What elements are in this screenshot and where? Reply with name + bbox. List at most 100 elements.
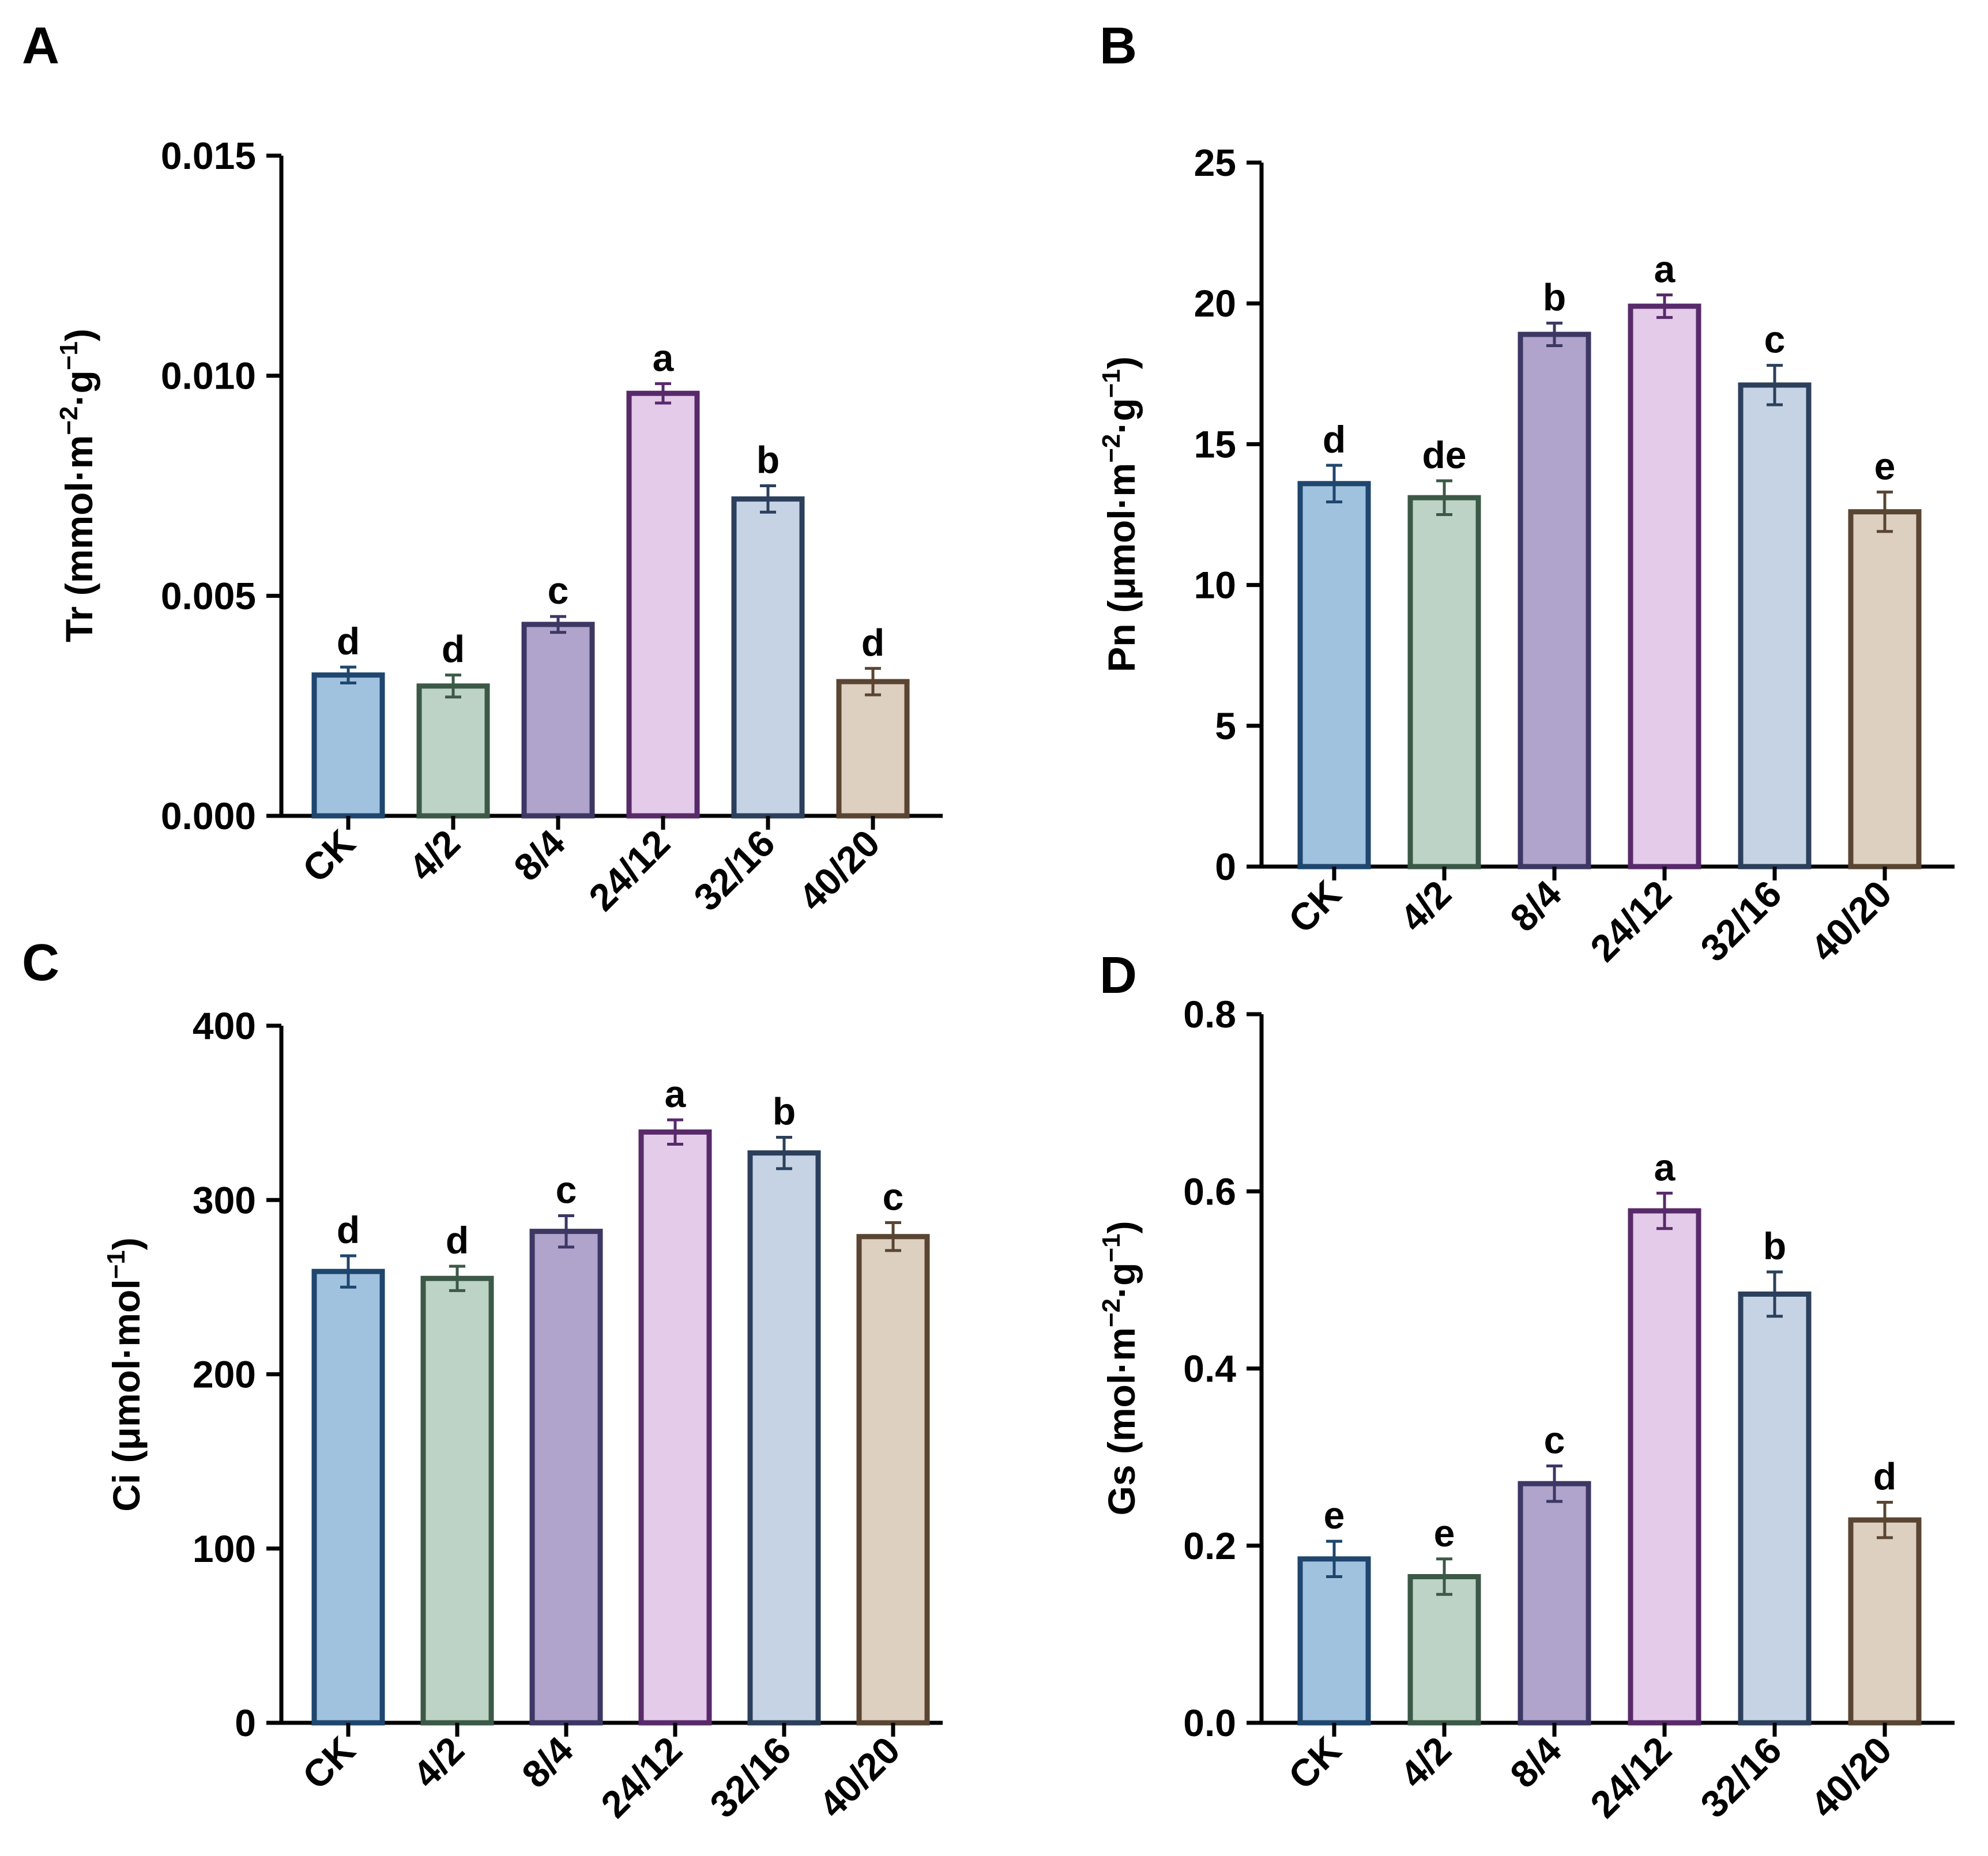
y-tick-label: 300 xyxy=(193,1179,256,1221)
y-tick-label: 0.8 xyxy=(1183,993,1236,1036)
panel-letter: C xyxy=(22,934,59,992)
bar xyxy=(731,496,805,819)
significance-letter: d xyxy=(1873,1455,1896,1497)
category-label: 40/20 xyxy=(790,822,888,919)
category-label: 24/12 xyxy=(593,1729,690,1826)
category-label: 32/16 xyxy=(702,1729,799,1826)
bar xyxy=(1297,1556,1371,1726)
category-label: 32/16 xyxy=(1692,872,1790,970)
category-label: CK xyxy=(294,1728,363,1797)
significance-letter: c xyxy=(883,1176,904,1218)
y-axis-title-text: ) xyxy=(58,329,100,341)
bar xyxy=(416,683,490,819)
y-axis-title: Gs (mol·m−2·g−1) xyxy=(1097,1221,1143,1516)
y-axis-title-text: Pn (μmol·m xyxy=(1100,463,1143,672)
y-axis-title-text: ·g xyxy=(58,370,100,406)
significance-letter: e xyxy=(1434,1512,1455,1554)
category-label: 4/2 xyxy=(405,1729,472,1796)
y-tick-label: 0 xyxy=(235,1701,256,1744)
panel-letter: A xyxy=(22,17,59,75)
bar xyxy=(1297,481,1371,869)
bar xyxy=(747,1150,821,1726)
category-label: 24/12 xyxy=(581,822,678,919)
significance-letter: a xyxy=(1654,248,1676,291)
bar xyxy=(1848,509,1922,869)
bar xyxy=(529,1229,603,1726)
y-tick-label: 200 xyxy=(193,1353,256,1396)
y-tick-label: 0.0 xyxy=(1183,1701,1236,1744)
category-label: 40/20 xyxy=(1802,872,1900,970)
panel-a: A Tr (mmol·m−2·g−1) 0.000 0.005 0.010 0.015 d C… xyxy=(22,17,943,919)
y-axis-title-text: ) xyxy=(1100,356,1143,369)
significance-letter: b xyxy=(1543,276,1566,318)
y-tick-label: 0.015 xyxy=(161,134,256,177)
category-label: 8/4 xyxy=(506,821,573,889)
category-label: CK xyxy=(1280,872,1349,941)
y-axis-title-superscript: −1 xyxy=(1097,1233,1125,1262)
y-axis-title: Pn (μmol·m−2·g−1) xyxy=(1097,356,1143,672)
bar xyxy=(1628,1208,1701,1726)
bar xyxy=(1738,1291,1812,1726)
y-axis-title-text: Gs (mol·m xyxy=(1100,1327,1143,1515)
y-axis-title-superscript: −1 xyxy=(1097,369,1125,398)
bar xyxy=(836,679,910,819)
category-label: 32/16 xyxy=(1692,1729,1790,1826)
bar xyxy=(311,672,385,819)
category-label: 24/12 xyxy=(1582,872,1680,970)
y-axis-title-text: ·g xyxy=(1100,1263,1143,1298)
significance-letter: b xyxy=(773,1090,796,1132)
bar xyxy=(856,1234,930,1726)
y-axis-title-text: ·g xyxy=(1100,398,1143,434)
panel-letter: B xyxy=(1100,17,1137,75)
category-label: 40/20 xyxy=(811,1729,908,1826)
bar xyxy=(1407,1574,1481,1726)
bar xyxy=(1518,1481,1591,1726)
category-label: CK xyxy=(294,821,363,890)
bar xyxy=(521,622,595,819)
bar xyxy=(311,1268,385,1726)
y-tick-label: 10 xyxy=(1194,564,1236,607)
significance-letter: d xyxy=(337,620,360,662)
bar xyxy=(1738,382,1812,869)
significance-letter: b xyxy=(1763,1225,1786,1267)
y-axis-title-text: ) xyxy=(105,1237,148,1250)
bar xyxy=(1848,1517,1922,1726)
y-tick-label: 400 xyxy=(193,1004,256,1047)
y-axis-title-superscript: −2 xyxy=(1097,1298,1125,1327)
y-axis-title-superscript: −2 xyxy=(55,406,83,435)
significance-letter: e xyxy=(1874,445,1896,487)
significance-letter: a xyxy=(1654,1146,1676,1188)
y-axis-title-text: Tr (mmol·m xyxy=(58,435,100,642)
bar xyxy=(420,1275,494,1726)
y-axis-title-text: ) xyxy=(1100,1221,1143,1234)
y-tick-label: 5 xyxy=(1215,705,1236,747)
category-label: 24/12 xyxy=(1582,1729,1680,1826)
significance-letter: c xyxy=(556,1168,577,1211)
y-tick-label: 20 xyxy=(1194,282,1236,325)
y-tick-label: 100 xyxy=(193,1527,256,1570)
y-tick-label: 0.010 xyxy=(161,355,256,397)
significance-letter: a xyxy=(653,336,675,379)
category-label: 4/2 xyxy=(401,822,468,889)
y-axis-title: Ci (μmol·mol−1) xyxy=(102,1237,148,1512)
significance-letter: c xyxy=(1764,318,1786,361)
category-label: 8/4 xyxy=(1502,872,1569,939)
panel-letter: D xyxy=(1100,947,1137,1004)
y-tick-label: 0.6 xyxy=(1183,1170,1236,1213)
y-axis-title-superscript: −2 xyxy=(1097,434,1125,463)
y-axis-title: Tr (mmol·m−2·g−1) xyxy=(55,329,100,642)
panel-d: D Gs (mol·m−2·g−1) 0.0 0.2 0.4 0.6 0.8 e CK e 4/2 c… xyxy=(1097,947,1955,1826)
y-axis-title-superscript: −1 xyxy=(55,341,83,370)
panel-b: B Pn (μmol·m−2·g−1) 0 5 10 15 20 25 d CK de 4/2 b 8/4… xyxy=(1097,17,1955,970)
bar xyxy=(626,390,700,819)
y-tick-label: 15 xyxy=(1194,423,1236,465)
significance-letter: d xyxy=(337,1209,360,1251)
y-axis-title-text: Ci (μmol·mol xyxy=(105,1279,148,1511)
category-label: 40/20 xyxy=(1802,1729,1900,1826)
category-label: 4/2 xyxy=(1392,1729,1459,1796)
significance-letter: a xyxy=(665,1072,687,1115)
panel-c: C Ci (μmol·mol−1) 0 100 200 300 400 d CK d 4/2 c 8/4… xyxy=(22,934,943,1826)
y-tick-label: 0.4 xyxy=(1183,1347,1236,1390)
significance-letter: d xyxy=(1323,418,1346,461)
